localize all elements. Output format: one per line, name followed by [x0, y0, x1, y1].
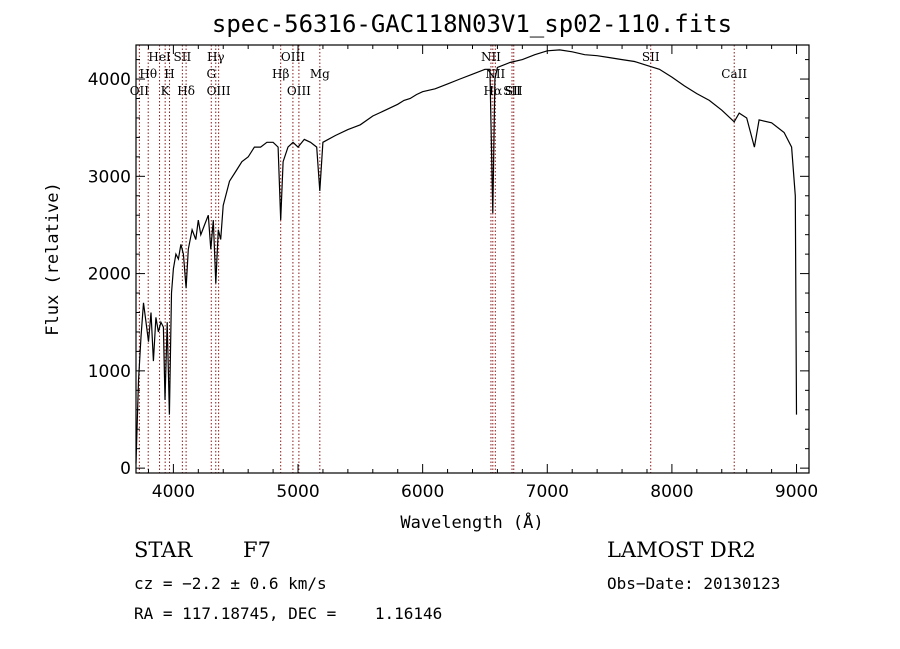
y-tick-label-4: 4000 [88, 70, 131, 90]
line-marker-label-12: OIII [287, 84, 311, 98]
line-marker-label-15: Hα [484, 84, 503, 98]
coordinates: RA = 117.18745, DEC = 1.16146 [134, 604, 443, 623]
line-marker-label-3: K [161, 84, 171, 98]
x-tick-label-2: 6000 [401, 482, 444, 502]
line-marker-label-19: SII [642, 50, 660, 64]
line-marker-label-10: Hβ [272, 67, 289, 81]
x-tick-label-0: 4000 [152, 482, 195, 502]
line-marker-label-8: G [206, 67, 216, 81]
line-marker-label-4: H [164, 67, 174, 81]
y-tick-label-2: 2000 [88, 265, 131, 285]
x-tick-label-4: 8000 [650, 482, 693, 502]
line-marker-label-7: Hγ [207, 50, 225, 64]
y-tick-label-1: 1000 [88, 362, 131, 382]
line-marker-label-11: OIII [281, 50, 305, 64]
spectral-line-markers [138, 45, 735, 473]
line-marker-label-13: Mg [310, 67, 330, 81]
line-marker-label-2: HeI [148, 50, 171, 64]
line-marker-label-6: Hδ [177, 84, 195, 98]
line-marker-label-0: OII [130, 84, 150, 98]
y-axis-label: Flux (relative) [43, 182, 63, 336]
observation-date: Obs−Date: 20130123 [607, 574, 781, 593]
line-marker-label-9: OIII [207, 84, 231, 98]
object-subclass: F7 [243, 538, 271, 562]
x-axis-ticks: 4000 5000 6000 7000 8000 9000 [147, 45, 818, 502]
line-marker-label-1: Hθ [139, 67, 157, 81]
plot-frame [135, 44, 810, 474]
chart-title: spec-56316-GAC118N03V1_sp02-110.fits [212, 10, 732, 38]
redshift-cz: cz = −2.2 ± 0.6 km/s [134, 574, 327, 593]
x-tick-label-3: 7000 [526, 482, 569, 502]
y-axis-ticks: 0 1000 2000 3000 4000 [88, 59, 809, 479]
x-tick-label-1: 5000 [276, 482, 319, 502]
y-tick-label-3: 3000 [88, 167, 131, 187]
spectral-line-labels: OIIHθHeIKHSIIHδHγGOIIIHβOIIIOIIIMgNIIHαN… [130, 50, 748, 98]
x-axis-label: Wavelength (Å) [400, 511, 543, 533]
spectrum-series-line [135, 49, 798, 464]
line-marker-label-5: SII [174, 50, 192, 64]
line-marker-label-17: SII [503, 84, 521, 98]
line-marker-label-20: CaII [721, 67, 747, 81]
y-tick-label-0: 0 [120, 459, 131, 479]
x-tick-label-5: 9000 [775, 482, 818, 502]
survey-name: LAMOST DR2 [607, 538, 756, 562]
object-class: STAR [134, 538, 193, 562]
line-marker-label-14: NII [481, 50, 501, 64]
line-marker-label-18: SII [505, 84, 523, 98]
